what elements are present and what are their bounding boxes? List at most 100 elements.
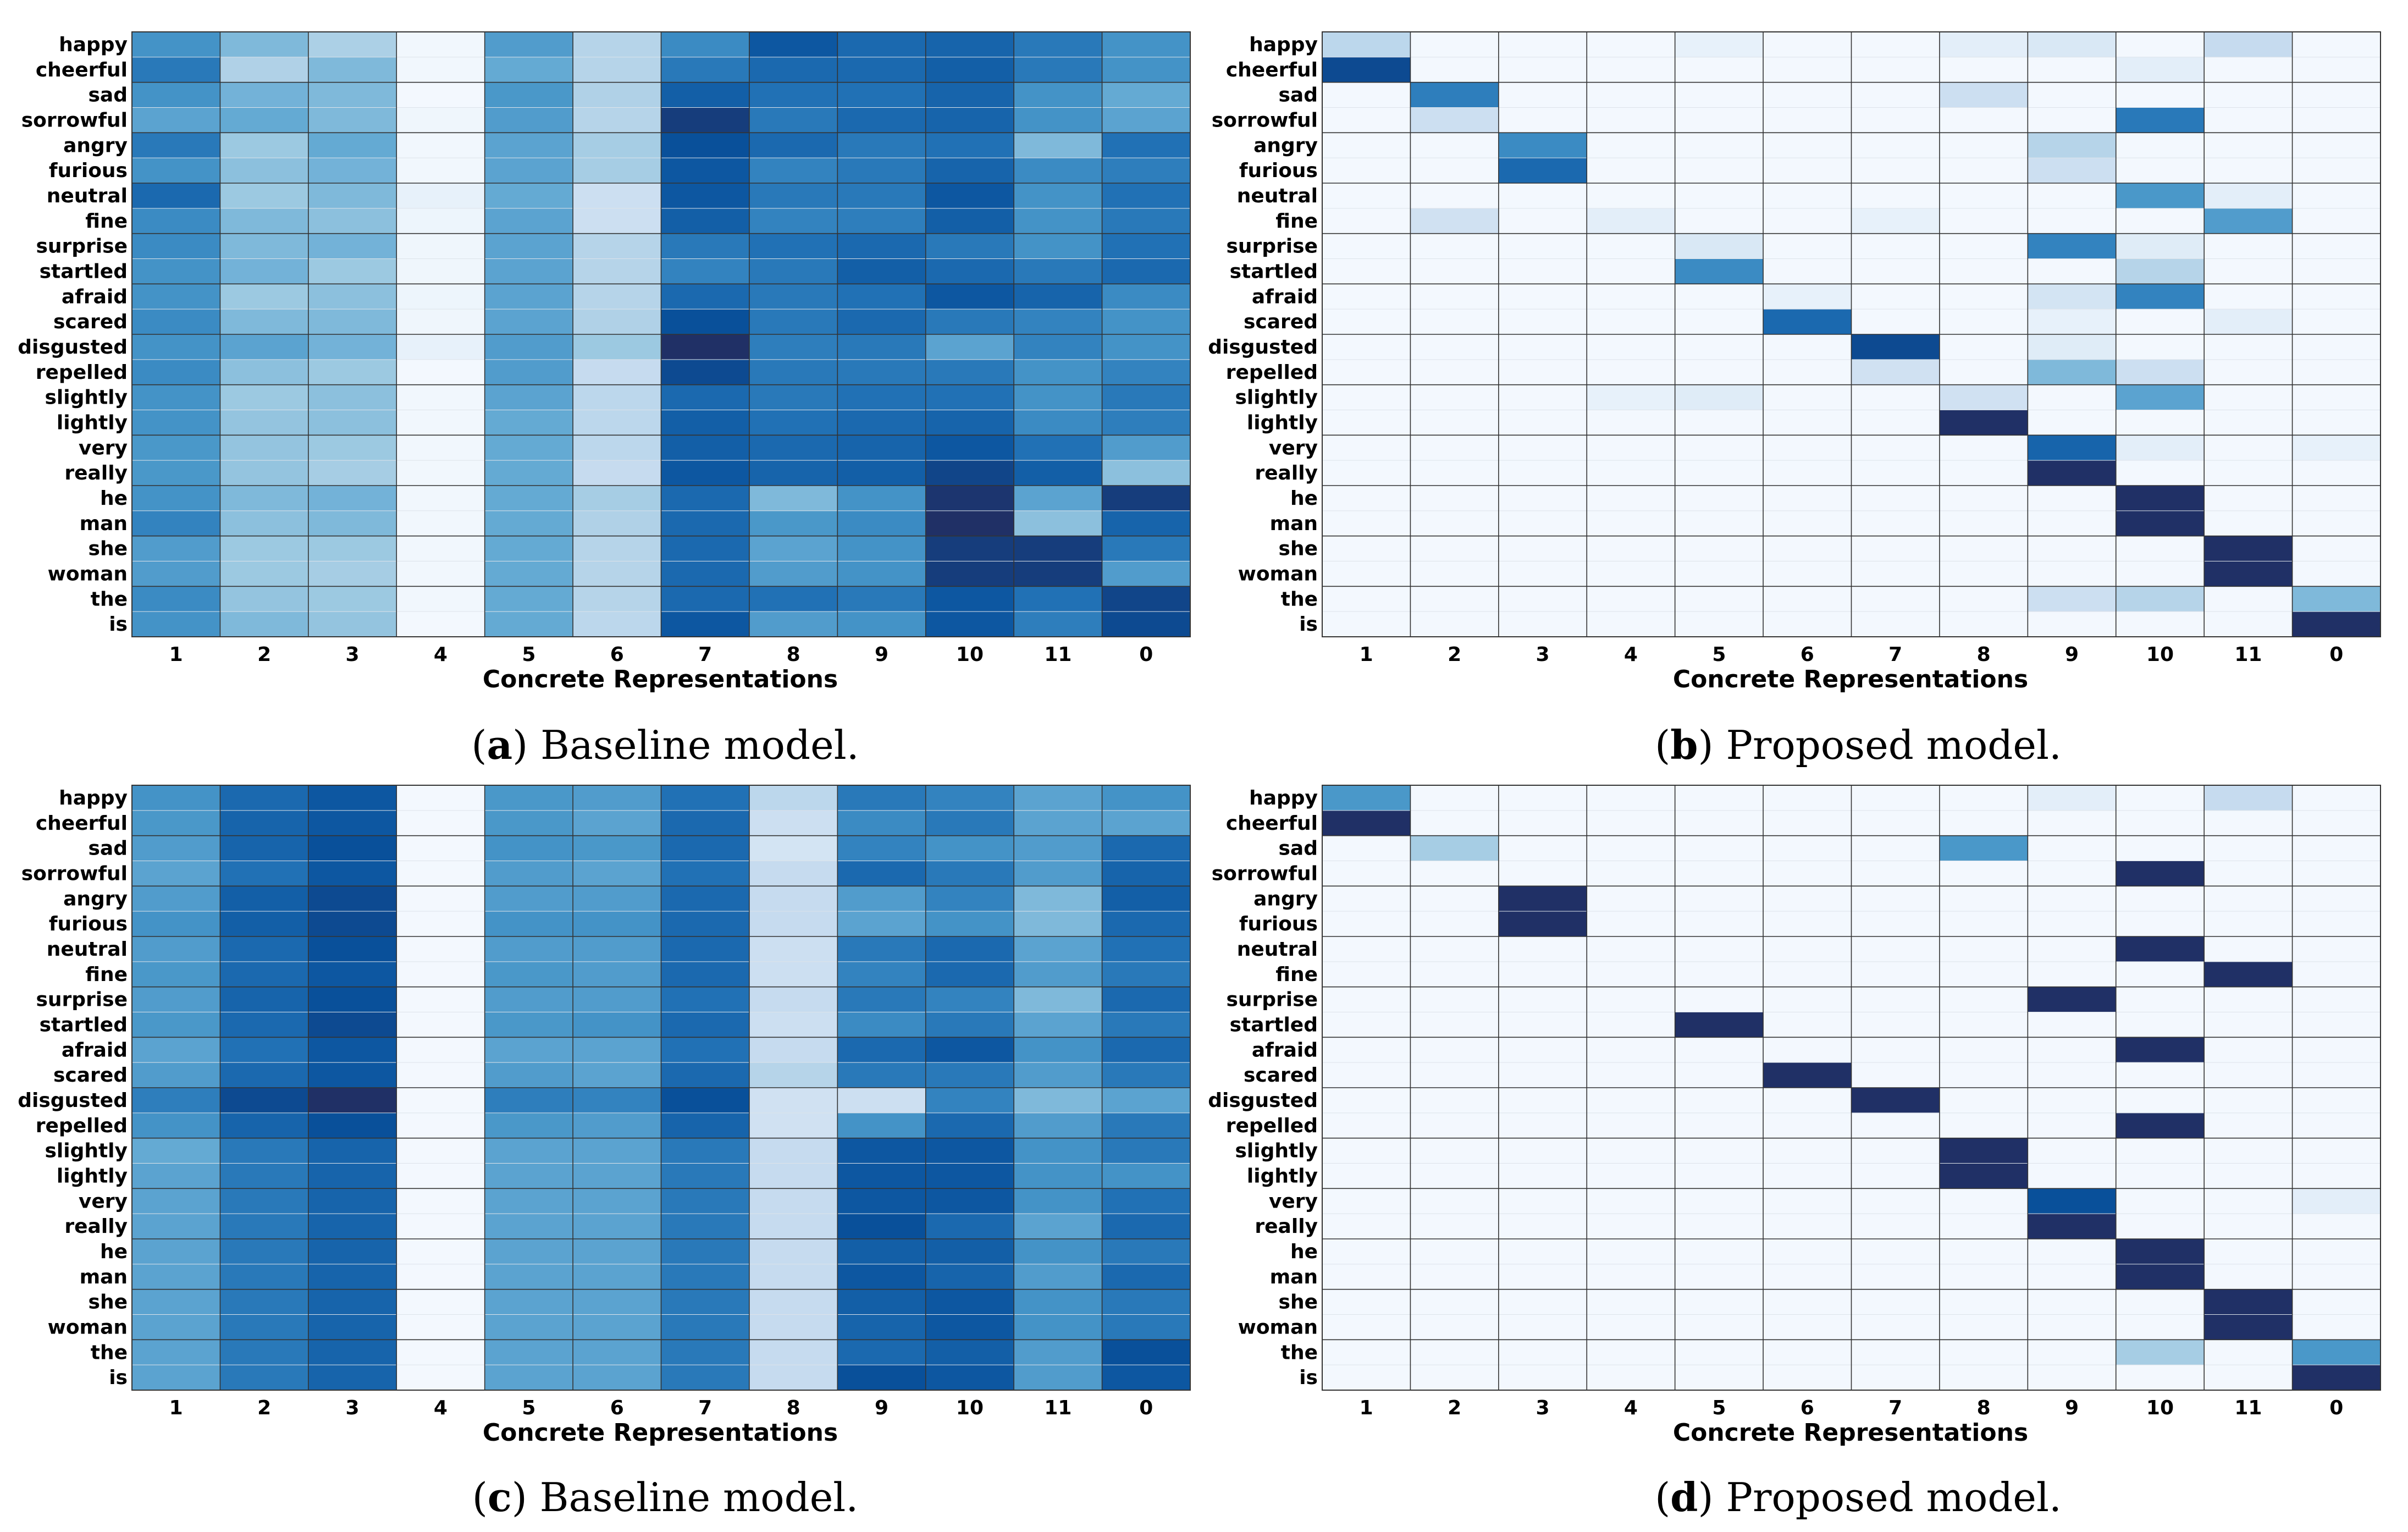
- heatmap-cell-the-1: [1322, 1340, 1411, 1365]
- heatmap-cell-disgusted-10: [2116, 334, 2205, 360]
- heatmap-cell-disgusted-7: [661, 1088, 750, 1114]
- column-separators: [219, 785, 1103, 1390]
- heatmap-cell-repelled-7: [661, 359, 750, 385]
- y-tick-label: fine: [85, 210, 128, 233]
- heatmap-cell-he-1: [132, 486, 221, 511]
- heatmap-cell-repelled-8: [749, 359, 838, 385]
- heatmap-cell-is-6: [1763, 611, 1852, 637]
- x-tick-label: 5: [1712, 643, 1726, 666]
- y-tick-label: really: [64, 462, 128, 484]
- heatmap-cell-furious-1: [132, 158, 221, 184]
- heatmap-cell-she-8: [1939, 1289, 2028, 1315]
- heatmap-cell-startled-4: [396, 1012, 485, 1038]
- heatmap-cell-slightly-4: [1587, 384, 1676, 411]
- heatmap-cell-really-9: [837, 1214, 926, 1239]
- heatmap-cell-furious-2: [220, 911, 309, 937]
- heatmap-cell-woman-1: [132, 561, 221, 587]
- heatmap-cell-he-0: [2292, 1239, 2381, 1265]
- heatmap-cell-sorrowful-5: [1675, 107, 1764, 133]
- x-tick-label: 7: [1888, 1397, 1902, 1419]
- x-tick-label: 6: [610, 643, 624, 666]
- x-tick-label: 7: [698, 1397, 712, 1419]
- x-tick-label: 6: [610, 1397, 624, 1419]
- heatmap-cell-the-9: [837, 1340, 926, 1365]
- heatmap-cell-surprise-11: [2204, 233, 2293, 260]
- heatmap-cell-the-0: [2292, 1340, 2381, 1365]
- heatmap-cell-angry-2: [1410, 133, 1499, 158]
- heatmap-cell-he-2: [1410, 1239, 1499, 1265]
- heatmap-cell-disgusted-4: [396, 334, 485, 360]
- heatmap-cell-startled-10: [925, 1012, 1014, 1038]
- heatmap-cell-the-4: [396, 586, 485, 612]
- heatmap-cell-fine-2: [220, 208, 309, 234]
- heatmap-cell-repelled-11: [2204, 1112, 2293, 1139]
- heatmap-cell-happy-11: [2204, 785, 2293, 811]
- heatmap-cell-scared-11: [2204, 309, 2293, 335]
- heatmap-cell-fine-7: [1851, 208, 1940, 234]
- y-tick-label: he: [1290, 1241, 1318, 1263]
- heatmap-cell-sad-10: [925, 82, 1014, 108]
- heatmap-cell-furious-10: [925, 911, 1014, 937]
- heatmap-cell-sorrowful-4: [1587, 107, 1676, 133]
- heatmap-cell-happy-8: [1939, 785, 2028, 811]
- heatmap-cell-disgusted-0: [1102, 1088, 1191, 1114]
- heatmap-cell-surprise-1: [1322, 233, 1411, 260]
- heatmap-cell-surprise-11: [1014, 987, 1103, 1013]
- heatmap-cell-repelled-6: [573, 1112, 662, 1139]
- heatmap-cell-startled-3: [1498, 1012, 1587, 1038]
- heatmap-cell-very-4: [396, 435, 485, 461]
- heatmap-cell-scared-9: [2028, 1062, 2117, 1088]
- heatmap-frame: [1322, 31, 2381, 637]
- heatmap-cell-very-4: [396, 1188, 485, 1214]
- heatmap-cell-furious-7: [661, 911, 750, 937]
- heatmap-cell-repelled-2: [1410, 359, 1499, 385]
- heatmap-cell-angry-4: [1587, 133, 1676, 158]
- heatmap-cell-repelled-4: [396, 1112, 485, 1139]
- heatmap-cell-repelled-3: [1498, 1112, 1587, 1139]
- heatmap-cell-neutral-11: [1014, 183, 1103, 209]
- heatmap-cell-lightly-2: [220, 410, 309, 436]
- heatmap-cell-fine-6: [1763, 208, 1852, 234]
- heatmap-cell-repelled-9: [2028, 359, 2117, 385]
- heatmap-cell-repelled-3: [308, 1112, 397, 1139]
- heatmap-cell-repelled-1: [132, 1112, 221, 1139]
- heatmap-cell-neutral-5: [484, 183, 573, 209]
- heatmap-cell-sorrowful-8: [1939, 861, 2028, 886]
- heatmap-cell-very-2: [1410, 435, 1499, 461]
- heatmap-cell-fine-7: [661, 961, 750, 988]
- heatmap-cell-lightly-10: [925, 1163, 1014, 1189]
- heatmap-cell-is-10: [2116, 611, 2205, 637]
- x-tick-label: 9: [2065, 1397, 2079, 1419]
- heatmap-cell-slightly-0: [1102, 1138, 1191, 1164]
- heatmap-cell-slightly-3: [1498, 1138, 1587, 1164]
- heatmap-cell-woman-2: [220, 561, 309, 587]
- heatmap-cell-happy-11: [1014, 785, 1103, 811]
- column-separators: [219, 32, 1103, 637]
- heatmap-cell-she-5: [1675, 536, 1764, 562]
- heatmap-cell-startled-1: [132, 258, 221, 284]
- heatmap-cell-the-9: [837, 586, 926, 612]
- x-tick-label: 10: [2146, 643, 2174, 666]
- heatmap-cell-really-0: [2292, 1214, 2381, 1239]
- heatmap-cell-furious-8: [749, 158, 838, 184]
- heatmap-cell-he-8: [749, 1239, 838, 1265]
- heatmap-cell-sad-7: [1851, 82, 1940, 108]
- heatmap-cell-sorrowful-9: [837, 107, 926, 133]
- heatmap-cell-disgusted-11: [2204, 334, 2293, 360]
- heatmap-cell-fine-10: [925, 208, 1014, 234]
- heatmap-cell-surprise-11: [2204, 987, 2293, 1013]
- heatmap-cell-furious-4: [1587, 911, 1676, 937]
- heatmap-cell-woman-10: [925, 1314, 1014, 1340]
- heatmap-cell-happy-1: [1322, 32, 1411, 58]
- heatmap-cell-she-9: [2028, 1289, 2117, 1315]
- y-tick-label: woman: [48, 563, 128, 585]
- heatmap-cell-man-11: [1014, 510, 1103, 537]
- heatmap-cell-she-11: [2204, 1289, 2293, 1315]
- heatmap-cell-man-2: [1410, 510, 1499, 537]
- heatmap-cell-disgusted-8: [1939, 334, 2028, 360]
- heatmap-cell-slightly-9: [2028, 384, 2117, 411]
- heatmap-cell-fine-9: [837, 208, 926, 234]
- heatmap-cell-slightly-5: [1675, 1138, 1764, 1164]
- heatmap-cell-she-7: [661, 1289, 750, 1315]
- heatmap-cell-surprise-4: [1587, 233, 1676, 260]
